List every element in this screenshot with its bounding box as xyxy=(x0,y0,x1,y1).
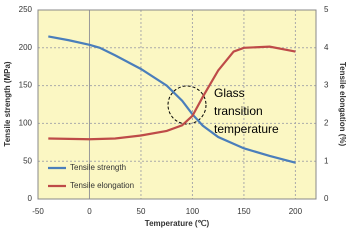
highlight-circle xyxy=(167,85,207,125)
chart: Temperature (℃) Tensile strength (MPa) T… xyxy=(3,5,347,228)
x-tick-label: 100 xyxy=(186,207,200,216)
y2-tick-label: 1 xyxy=(324,156,329,165)
y-tick-label: 250 xyxy=(19,5,33,14)
series-line xyxy=(48,45,296,141)
x-tick-label: -50 xyxy=(32,207,44,216)
y-tick-label: 100 xyxy=(19,119,33,128)
plot-frame xyxy=(37,9,317,200)
annotation: temperature xyxy=(214,122,279,136)
annotation: Glass xyxy=(214,86,245,100)
y-tick-label: 150 xyxy=(19,81,33,90)
y-axis-title: Tensile strength (MPa) xyxy=(3,61,12,147)
y2-tick-label: 2 xyxy=(324,119,329,128)
x-axis-title: Temperature (℃) xyxy=(145,219,210,228)
y-tick-label: 200 xyxy=(19,43,33,52)
y2-tick-label: 5 xyxy=(324,5,329,14)
series-line xyxy=(48,35,296,164)
legend-label: Tensile strength xyxy=(70,163,126,172)
legend-label: Tensile elongation xyxy=(70,181,134,190)
y2-axis-title: Tensile elongation (%) xyxy=(338,62,347,147)
y2-tick-label: 0 xyxy=(324,194,329,203)
y2-tick-label: 3 xyxy=(324,81,329,90)
x-tick-label: 150 xyxy=(237,207,251,216)
y2-tick-label: 4 xyxy=(324,43,329,52)
y-tick-label: 0 xyxy=(28,194,33,203)
x-tick-label: 0 xyxy=(87,207,92,216)
x-tick-label: 200 xyxy=(289,207,303,216)
y-tick-label: 50 xyxy=(23,156,32,165)
annotation: transition xyxy=(214,104,263,118)
plot-area xyxy=(38,10,316,199)
x-tick-label: 50 xyxy=(137,207,146,216)
